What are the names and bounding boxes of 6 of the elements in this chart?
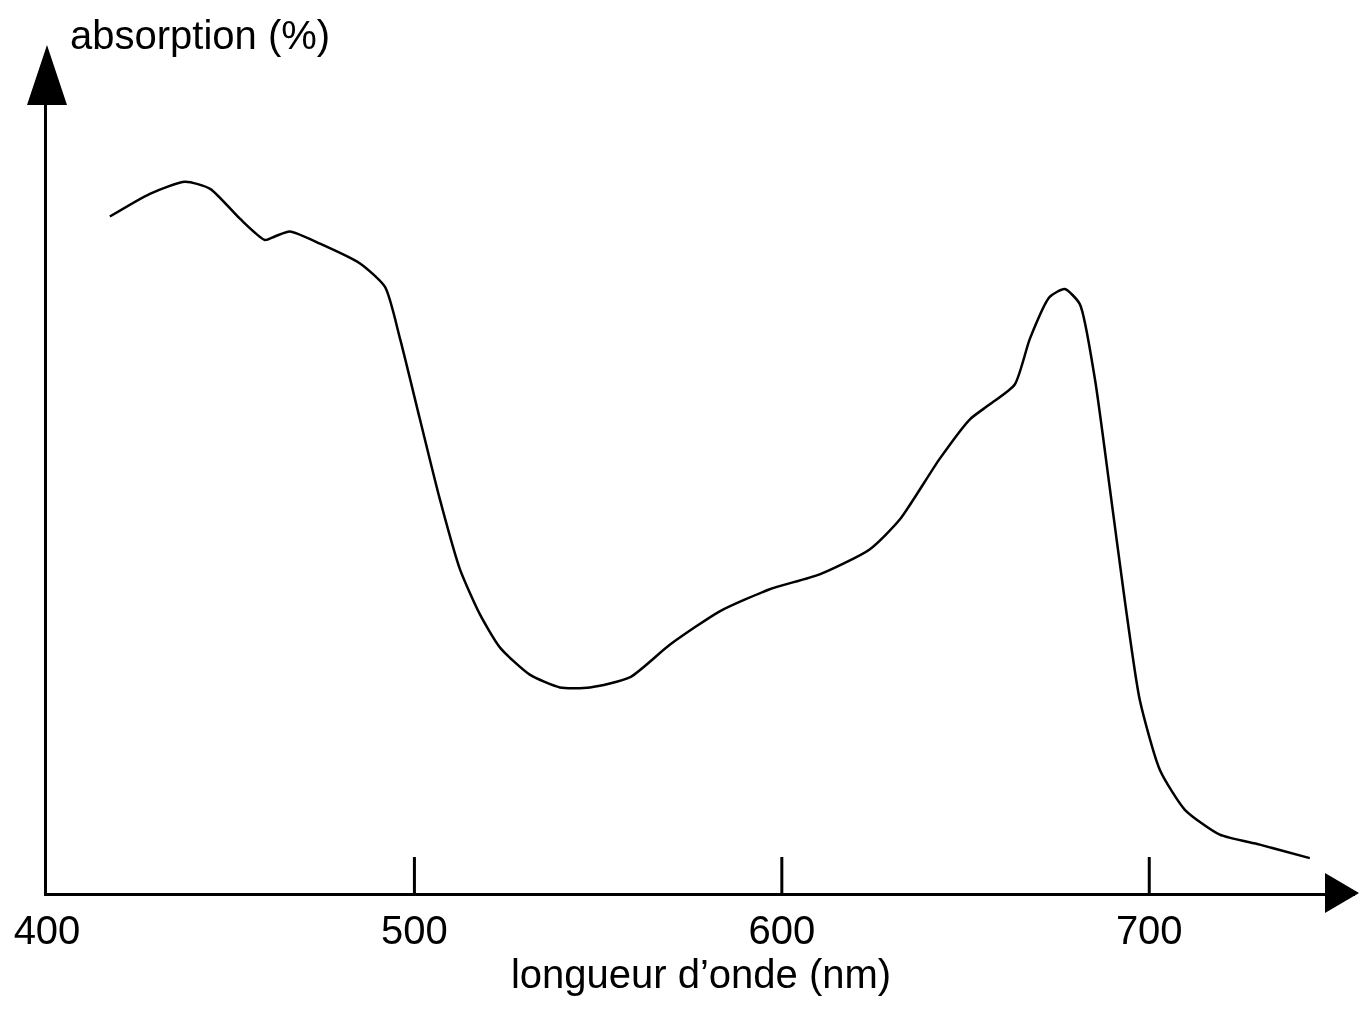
x-tick-label: 600 <box>748 908 816 952</box>
y-axis-title: absorption (%) <box>70 13 331 57</box>
x-tick-label: 500 <box>381 908 448 952</box>
x-axis-title: longueur d’onde (nm) <box>510 952 892 996</box>
x-tick-label: 700 <box>1115 908 1183 952</box>
x-tick-label: 400 <box>13 908 81 952</box>
